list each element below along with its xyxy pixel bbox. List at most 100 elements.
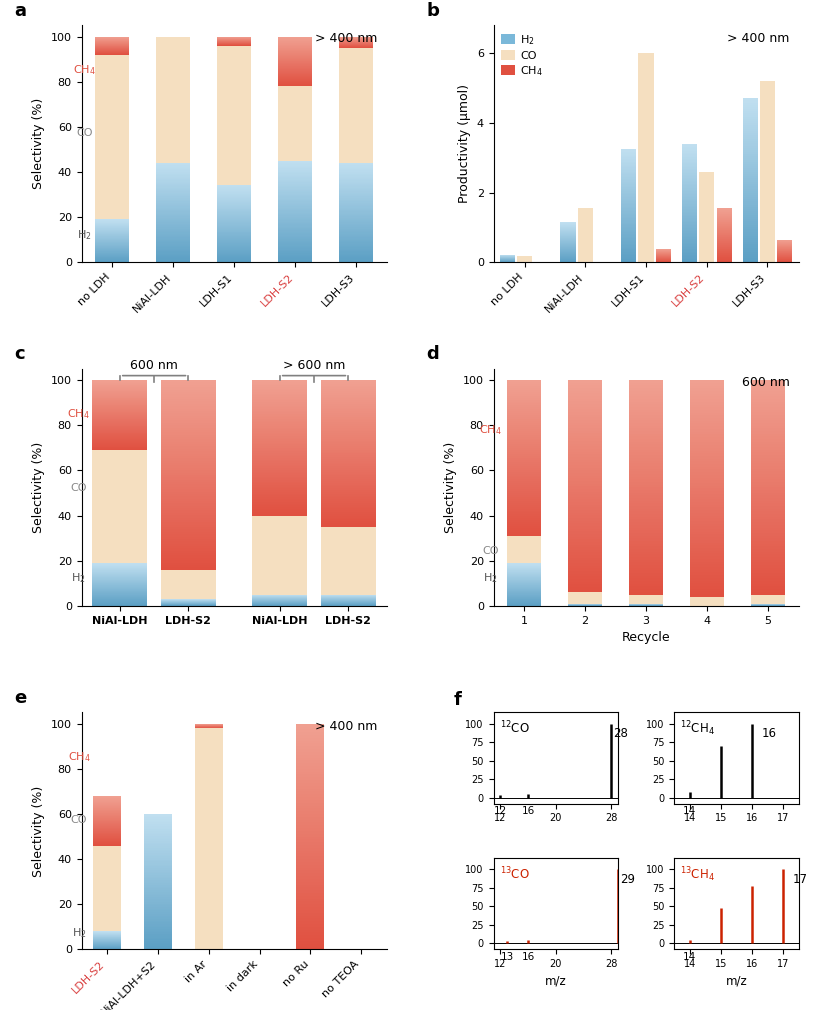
Bar bbox=[690, 388, 724, 391]
Bar bbox=[682, 145, 697, 146]
Bar bbox=[682, 196, 697, 197]
Bar bbox=[279, 161, 312, 162]
Bar bbox=[156, 168, 190, 169]
Bar bbox=[297, 825, 324, 828]
Bar bbox=[143, 897, 172, 899]
Bar bbox=[742, 229, 758, 231]
Bar bbox=[742, 133, 758, 135]
Bar bbox=[156, 212, 190, 214]
Bar bbox=[751, 568, 785, 571]
Bar bbox=[143, 909, 172, 910]
Bar bbox=[339, 182, 373, 183]
Bar bbox=[682, 229, 697, 231]
Bar bbox=[339, 196, 373, 198]
Bar bbox=[279, 172, 312, 174]
Bar bbox=[253, 394, 307, 395]
Bar bbox=[742, 211, 758, 213]
Bar bbox=[161, 496, 216, 499]
Bar bbox=[507, 514, 541, 516]
Bar bbox=[682, 194, 697, 196]
Bar bbox=[253, 402, 307, 404]
Bar bbox=[629, 396, 663, 399]
Bar bbox=[507, 484, 541, 485]
Bar bbox=[742, 249, 758, 251]
Bar bbox=[92, 450, 148, 563]
Bar bbox=[629, 482, 663, 485]
Bar bbox=[339, 193, 373, 194]
Bar bbox=[143, 844, 172, 846]
Bar bbox=[621, 166, 637, 168]
Bar bbox=[143, 822, 172, 824]
Bar bbox=[682, 193, 697, 194]
Bar bbox=[507, 388, 541, 390]
Bar bbox=[751, 396, 785, 399]
Bar bbox=[568, 528, 601, 531]
Bar bbox=[161, 503, 216, 506]
Bar bbox=[682, 232, 697, 234]
Text: e: e bbox=[15, 689, 27, 707]
Bar bbox=[339, 167, 373, 168]
Bar bbox=[682, 153, 697, 155]
Bar bbox=[161, 489, 216, 492]
Bar bbox=[156, 255, 190, 256]
Bar bbox=[690, 383, 724, 386]
Bar bbox=[297, 853, 324, 856]
Bar bbox=[143, 914, 172, 915]
Bar bbox=[339, 219, 373, 220]
Bar bbox=[690, 570, 724, 573]
Bar bbox=[690, 532, 724, 534]
Bar bbox=[339, 203, 373, 204]
Bar bbox=[297, 833, 324, 836]
Bar bbox=[742, 113, 758, 115]
Bar bbox=[297, 740, 324, 743]
Bar bbox=[339, 255, 373, 256]
Bar bbox=[279, 245, 312, 247]
Bar bbox=[321, 523, 376, 525]
Bar bbox=[297, 738, 324, 740]
Bar bbox=[279, 261, 312, 263]
Bar bbox=[507, 434, 541, 436]
Bar bbox=[297, 860, 324, 862]
Bar bbox=[629, 402, 663, 404]
Bar bbox=[629, 415, 663, 418]
Bar bbox=[321, 422, 376, 424]
Bar bbox=[339, 201, 373, 203]
Bar bbox=[339, 249, 373, 251]
Bar bbox=[690, 447, 724, 450]
Bar bbox=[682, 178, 697, 180]
Bar bbox=[751, 425, 785, 428]
Bar bbox=[279, 259, 312, 260]
Bar bbox=[507, 403, 541, 405]
Bar bbox=[321, 485, 376, 487]
Bar bbox=[143, 867, 172, 869]
Bar bbox=[690, 445, 724, 447]
Bar bbox=[690, 575, 724, 578]
Bar bbox=[253, 446, 307, 447]
Bar bbox=[339, 205, 373, 206]
Bar bbox=[682, 258, 697, 260]
Bar bbox=[507, 495, 541, 497]
Bar bbox=[161, 543, 216, 546]
Bar bbox=[621, 178, 637, 179]
Bar bbox=[742, 176, 758, 179]
Bar bbox=[751, 560, 785, 563]
Bar bbox=[161, 541, 216, 543]
Bar bbox=[156, 194, 190, 195]
Bar bbox=[629, 444, 663, 447]
Text: > 400 nm: > 400 nm bbox=[727, 32, 790, 45]
Bar bbox=[568, 451, 601, 455]
Bar bbox=[568, 521, 601, 523]
Bar bbox=[279, 177, 312, 179]
Bar bbox=[742, 139, 758, 141]
Bar bbox=[339, 231, 373, 232]
Bar bbox=[568, 539, 601, 542]
Bar bbox=[507, 512, 541, 514]
Bar bbox=[621, 152, 637, 154]
Bar bbox=[751, 452, 785, 456]
Bar bbox=[629, 439, 663, 441]
Bar bbox=[682, 204, 697, 206]
Bar bbox=[629, 557, 663, 560]
Bar bbox=[156, 261, 190, 263]
Bar bbox=[156, 200, 190, 201]
Bar bbox=[568, 513, 601, 515]
